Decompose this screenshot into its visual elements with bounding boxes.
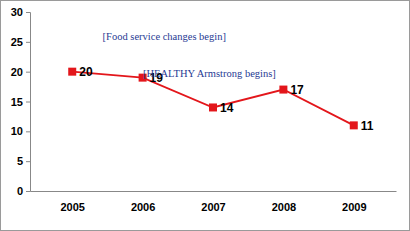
y-tick-label: 15	[11, 96, 23, 108]
line	[72, 72, 354, 126]
x-tick-label: 2009	[342, 201, 366, 213]
y-tick: 10	[11, 125, 30, 137]
y-tick-mark	[26, 191, 30, 192]
y-axis-line	[26, 13, 31, 192]
x-axis-line	[31, 191, 397, 192]
y-tick-label: 10	[11, 125, 23, 137]
annotation: [HEALTHY Armstrong begins]	[143, 68, 276, 79]
x-axis: 2005 2006 2007 2008 2009	[31, 191, 397, 213]
y-tick-mark	[26, 161, 30, 162]
x-tick-label: 2006	[131, 201, 155, 213]
y-tick-mark	[26, 12, 30, 13]
y-tick-mark	[26, 131, 30, 132]
data-labels: 2019141711	[79, 65, 374, 133]
x-tick: 2006	[131, 191, 155, 213]
x-tick-label: 2008	[272, 201, 296, 213]
y-tick-label: 25	[11, 36, 23, 48]
y-tick-mark	[26, 72, 30, 73]
data-label: 14	[220, 101, 234, 115]
marker	[209, 103, 217, 111]
annotations: [Food service changes begin] [HEALTHY Arm…	[103, 31, 276, 79]
y-tick: 15	[11, 96, 30, 108]
y-tick-label: 0	[17, 185, 23, 197]
data-label: 17	[290, 83, 304, 97]
x-tick-label: 2005	[60, 201, 84, 213]
y-tick-label: 5	[17, 155, 23, 167]
y-tick: 0	[17, 185, 30, 197]
x-tick: 2008	[272, 191, 296, 213]
y-tick-label: 20	[11, 66, 23, 78]
annotation: [Food service changes begin]	[103, 31, 226, 42]
y-tick-mark	[26, 42, 30, 43]
data-label: 11	[361, 119, 374, 133]
chart: 0510152025302005200620072008200920191417…	[0, 0, 410, 231]
plot-area	[68, 68, 358, 130]
y-tick: 25	[11, 36, 30, 48]
marker	[350, 121, 358, 129]
x-tick: 2009	[342, 191, 366, 213]
marker	[68, 68, 76, 76]
y-tick-mark	[26, 102, 30, 103]
y-tick: 5	[17, 155, 30, 167]
marker	[279, 86, 287, 94]
x-tick: 2007	[201, 191, 225, 213]
y-tick-label: 30	[11, 6, 23, 18]
x-tick-label: 2007	[201, 201, 225, 213]
y-tick: 20	[11, 66, 30, 78]
data-label: 20	[79, 65, 93, 79]
frame	[1, 1, 410, 231]
x-tick: 2005	[60, 191, 84, 213]
y-axis: 0 5 10 15 20 25 30	[11, 6, 31, 197]
y-tick: 30	[11, 6, 30, 18]
